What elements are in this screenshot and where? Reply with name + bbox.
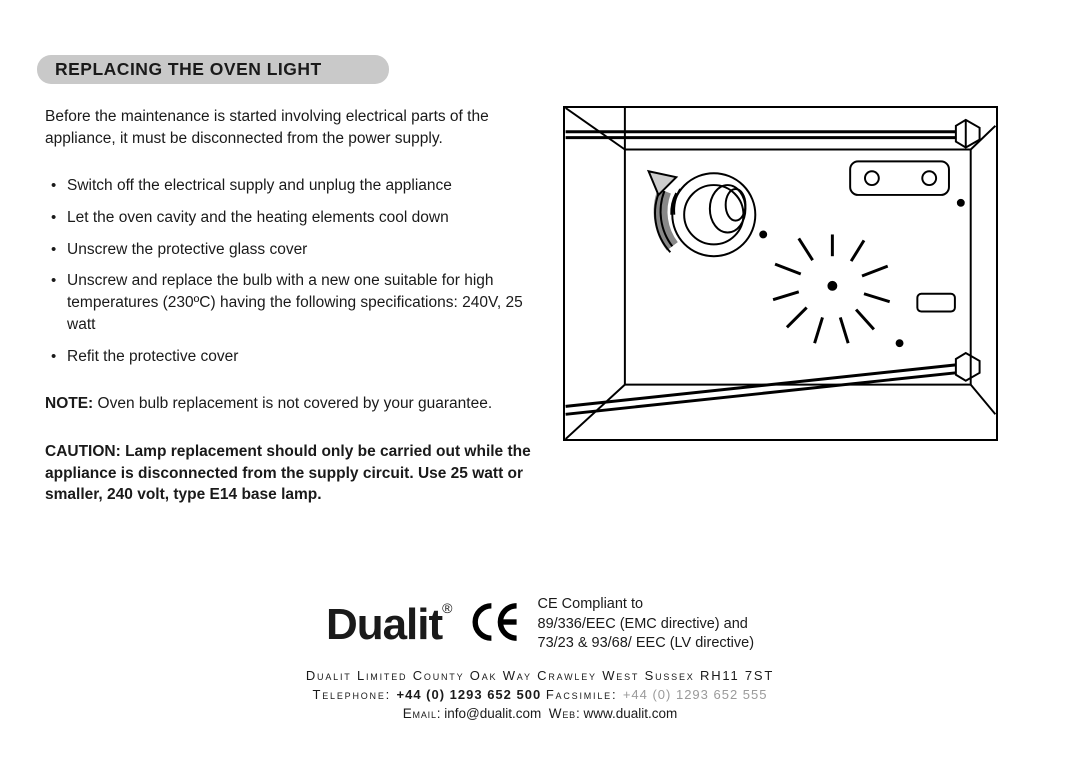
tel-number: +44 (0) 1293 652 500 — [397, 687, 546, 702]
list-item: Unscrew and replace the bulb with a new … — [45, 270, 535, 335]
ce-mark-icon — [468, 600, 522, 649]
note-label: NOTE: — [45, 395, 93, 412]
email-value: info@dualit.com — [444, 706, 541, 721]
brand-text: Dualit — [326, 600, 442, 649]
list-item: Let the oven cavity and the heating elem… — [45, 207, 535, 229]
footer: Dualit® CE Compliant to 89/336/EEC (EMC … — [0, 595, 1080, 721]
address-line: Dualit Limited County Oak Way Crawley We… — [0, 668, 1080, 683]
web-value: www.dualit.com — [583, 706, 677, 721]
oven-diagram — [563, 106, 998, 441]
note-text: Oven bulb replacement is not covered by … — [93, 395, 492, 412]
text-column: Before the maintenance is started involv… — [45, 106, 535, 506]
list-item: Switch off the electrical supply and unp… — [45, 175, 535, 197]
web-line: Email: info@dualit.com Web: www.dualit.c… — [0, 706, 1080, 721]
list-item: Refit the protective cover — [45, 346, 535, 368]
section-header: REPLACING THE OVEN LIGHT — [37, 55, 389, 84]
intro-paragraph: Before the maintenance is started involv… — [45, 106, 535, 149]
contact-line: Telephone: +44 (0) 1293 652 500 Facsimil… — [0, 687, 1080, 702]
note-paragraph: NOTE: Oven bulb replacement is not cover… — [45, 393, 535, 415]
compliance-line: 73/23 & 93/68/ EEC (LV directive) — [538, 634, 755, 654]
diagram-svg — [565, 108, 996, 439]
compliance-text: CE Compliant to 89/336/EEC (EMC directiv… — [538, 595, 755, 654]
compliance-line: 89/336/EEC (EMC directive) and — [538, 615, 755, 635]
brand-logo: Dualit® — [326, 600, 452, 650]
list-item: Unscrew the protective glass cover — [45, 239, 535, 261]
caution-paragraph: CAUTION: Lamp replacement should only be… — [45, 441, 535, 506]
steps-list: Switch off the electrical supply and unp… — [45, 175, 535, 367]
fax-label: Facsimile: — [546, 687, 618, 702]
section-title: REPLACING THE OVEN LIGHT — [55, 59, 371, 80]
web-label: Web — [549, 706, 576, 721]
tel-label: Telephone: — [313, 687, 392, 702]
brand-row: Dualit® CE Compliant to 89/336/EEC (EMC … — [0, 595, 1080, 654]
registered-mark: ® — [442, 600, 451, 616]
compliance-line: CE Compliant to — [538, 595, 755, 615]
content-row: Before the maintenance is started involv… — [45, 106, 1035, 506]
email-label: Email — [403, 706, 437, 721]
fax-number: +44 (0) 1293 652 555 — [623, 687, 768, 702]
